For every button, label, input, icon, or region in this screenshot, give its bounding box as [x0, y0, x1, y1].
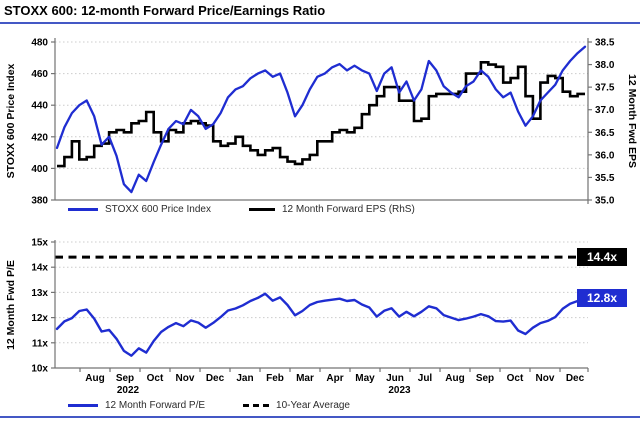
x-axis-month-label: Aug [85, 373, 104, 384]
top-left-tick-label: 420 [31, 132, 48, 143]
x-axis-year-label: 2023 [388, 385, 411, 396]
legend-label-eps: 12 Month Forward EPS (RhS) [282, 204, 415, 215]
legend-entry-price: STOXX 600 Price Index [68, 204, 211, 215]
pe-value-badge: 12.8x [577, 289, 627, 307]
x-axis-month-label: Jul [418, 373, 433, 384]
x-axis-month-label: Dec [566, 373, 585, 384]
x-axis-month-label: Sep [476, 373, 494, 384]
x-axis-month-label: Apr [326, 373, 343, 384]
bottom-left-axis-title: 12 Month Fwd P/E [5, 260, 17, 350]
x-axis-year-label: 2022 [117, 385, 140, 396]
top-right-tick-label: 36.5 [595, 128, 615, 139]
top-right-tick-label: 37.5 [595, 83, 615, 94]
x-axis-month-label: May [355, 373, 375, 384]
bottom-left-tick-label: 12x [31, 313, 48, 324]
legend-entry-eps: 12 Month Forward EPS (RhS) [249, 204, 415, 215]
top-right-tick-label: 35.0 [595, 196, 615, 207]
black-line-swatch-icon [249, 208, 275, 211]
top-left-tick-label: 440 [31, 101, 48, 112]
top-left-axis-title: STOXX 600 Price Index [5, 63, 17, 178]
x-axis-month-label: Sep [116, 373, 134, 384]
legend-entry-pe: 12 Month Forward P/E [68, 400, 205, 411]
top-right-tick-label: 38.5 [595, 38, 615, 49]
top-left-tick-label: 400 [31, 164, 48, 175]
bottom-left-tick-label: 10x [31, 364, 48, 375]
dashed-line-swatch-icon [243, 404, 269, 407]
average-value-badge: 14.4x [577, 248, 627, 266]
top-chart-legend: STOXX 600 Price Index 12 Month Forward E… [68, 204, 415, 215]
x-axis-month-label: Oct [147, 373, 164, 384]
bottom-left-tick-label: 14x [31, 263, 48, 274]
bottom-left-tick-label: 13x [31, 288, 48, 299]
legend-label-price: STOXX 600 Price Index [105, 204, 211, 215]
legend-entry-average: 10-Year Average [243, 400, 350, 411]
eps-series-line [57, 62, 585, 166]
legend-label-average: 10-Year Average [276, 400, 350, 411]
bottom-border-rule [0, 416, 640, 418]
x-axis-month-label: Nov [536, 373, 555, 384]
top-right-tick-label: 37.0 [595, 105, 615, 116]
pe-series-line [57, 294, 585, 356]
blue-line-swatch-icon [68, 404, 98, 407]
top-right-axis-title: 12 Month Fwd EPS [626, 74, 638, 168]
x-axis-month-label: Aug [445, 373, 464, 384]
top-right-tick-label: 35.5 [595, 173, 615, 184]
top-right-tick-label: 36.0 [595, 150, 615, 161]
x-axis-month-label: Dec [206, 373, 225, 384]
x-axis-month-label: Nov [176, 373, 195, 384]
top-right-tick-label: 38.0 [595, 60, 615, 71]
top-left-tick-label: 380 [31, 196, 48, 207]
x-axis-month-label: Feb [266, 373, 284, 384]
x-axis-month-label: Mar [296, 373, 314, 384]
bottom-chart-legend: 12 Month Forward P/E 10-Year Average [68, 400, 350, 411]
price-series-line [57, 47, 585, 192]
top-left-tick-label: 460 [31, 69, 48, 80]
bottom-left-tick-label: 11x [32, 338, 49, 349]
x-axis-month-label: Jan [236, 373, 253, 384]
legend-label-pe: 12 Month Forward P/E [105, 400, 205, 411]
blue-line-swatch-icon [68, 208, 98, 211]
bottom-left-tick-label: 15x [31, 238, 48, 249]
top-left-tick-label: 480 [31, 38, 48, 49]
x-axis-month-label: Oct [507, 373, 524, 384]
x-axis-month-label: Jun [386, 373, 404, 384]
